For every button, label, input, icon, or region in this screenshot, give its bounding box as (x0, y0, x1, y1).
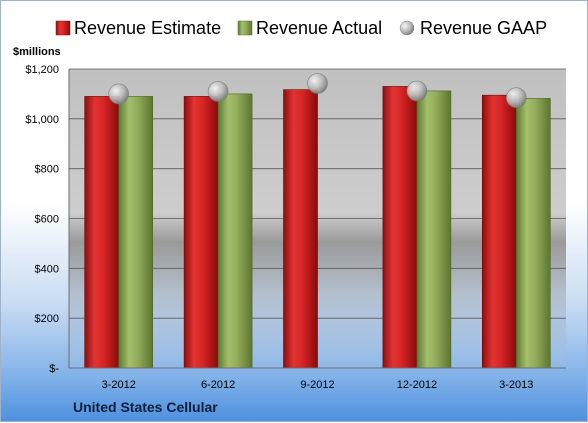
legend-label-gaap: Revenue GAAP (420, 18, 547, 38)
bar-revenue-actual (118, 96, 153, 369)
bar-revenue-estimate (183, 96, 219, 369)
y-tick-label: $200 (35, 313, 59, 325)
bar-revenue-estimate (283, 89, 318, 369)
y-tick-label: $1,000 (25, 114, 59, 126)
marker-revenue-gaap (207, 81, 229, 102)
marker-revenue-gaap (108, 83, 129, 105)
marker-revenue-gaap (406, 80, 428, 102)
legend-label-estimate: Revenue Estimate (74, 18, 221, 38)
legend-marker-gaap (399, 20, 415, 36)
y-tick-label: $400 (35, 263, 59, 275)
legend-label-actual: Revenue Actual (256, 18, 382, 38)
y-tick-label: $- (49, 363, 59, 375)
x-tick-label: 9-2012 (300, 379, 334, 391)
bar-revenue-actual (217, 93, 253, 369)
company-name: United States Cellular (73, 399, 218, 415)
bar-revenue-estimate (481, 94, 517, 369)
x-tick-label: 3-2012 (102, 379, 136, 391)
y-tick-label: $1,200 (25, 64, 59, 76)
legend: Revenue Estimate Revenue Actual Revenue … (55, 18, 547, 38)
marker-revenue-gaap (307, 73, 328, 94)
bar-revenue-actual (416, 90, 452, 369)
x-tick-label: 6-2012 (201, 379, 235, 391)
y-axis-unit-label: $millions (13, 46, 61, 58)
bar-revenue-estimate (84, 96, 119, 369)
x-tick-label: 12-2012 (397, 379, 437, 391)
x-tick-label: 3-2013 (499, 379, 533, 391)
marker-revenue-gaap (505, 87, 527, 108)
legend-swatch-actual (237, 20, 253, 36)
bar-revenue-actual (515, 98, 551, 369)
bar-revenue-estimate (382, 86, 418, 369)
legend-swatch-estimate (55, 20, 71, 36)
y-tick-label: $600 (35, 214, 59, 226)
y-tick-label: $800 (35, 164, 59, 176)
